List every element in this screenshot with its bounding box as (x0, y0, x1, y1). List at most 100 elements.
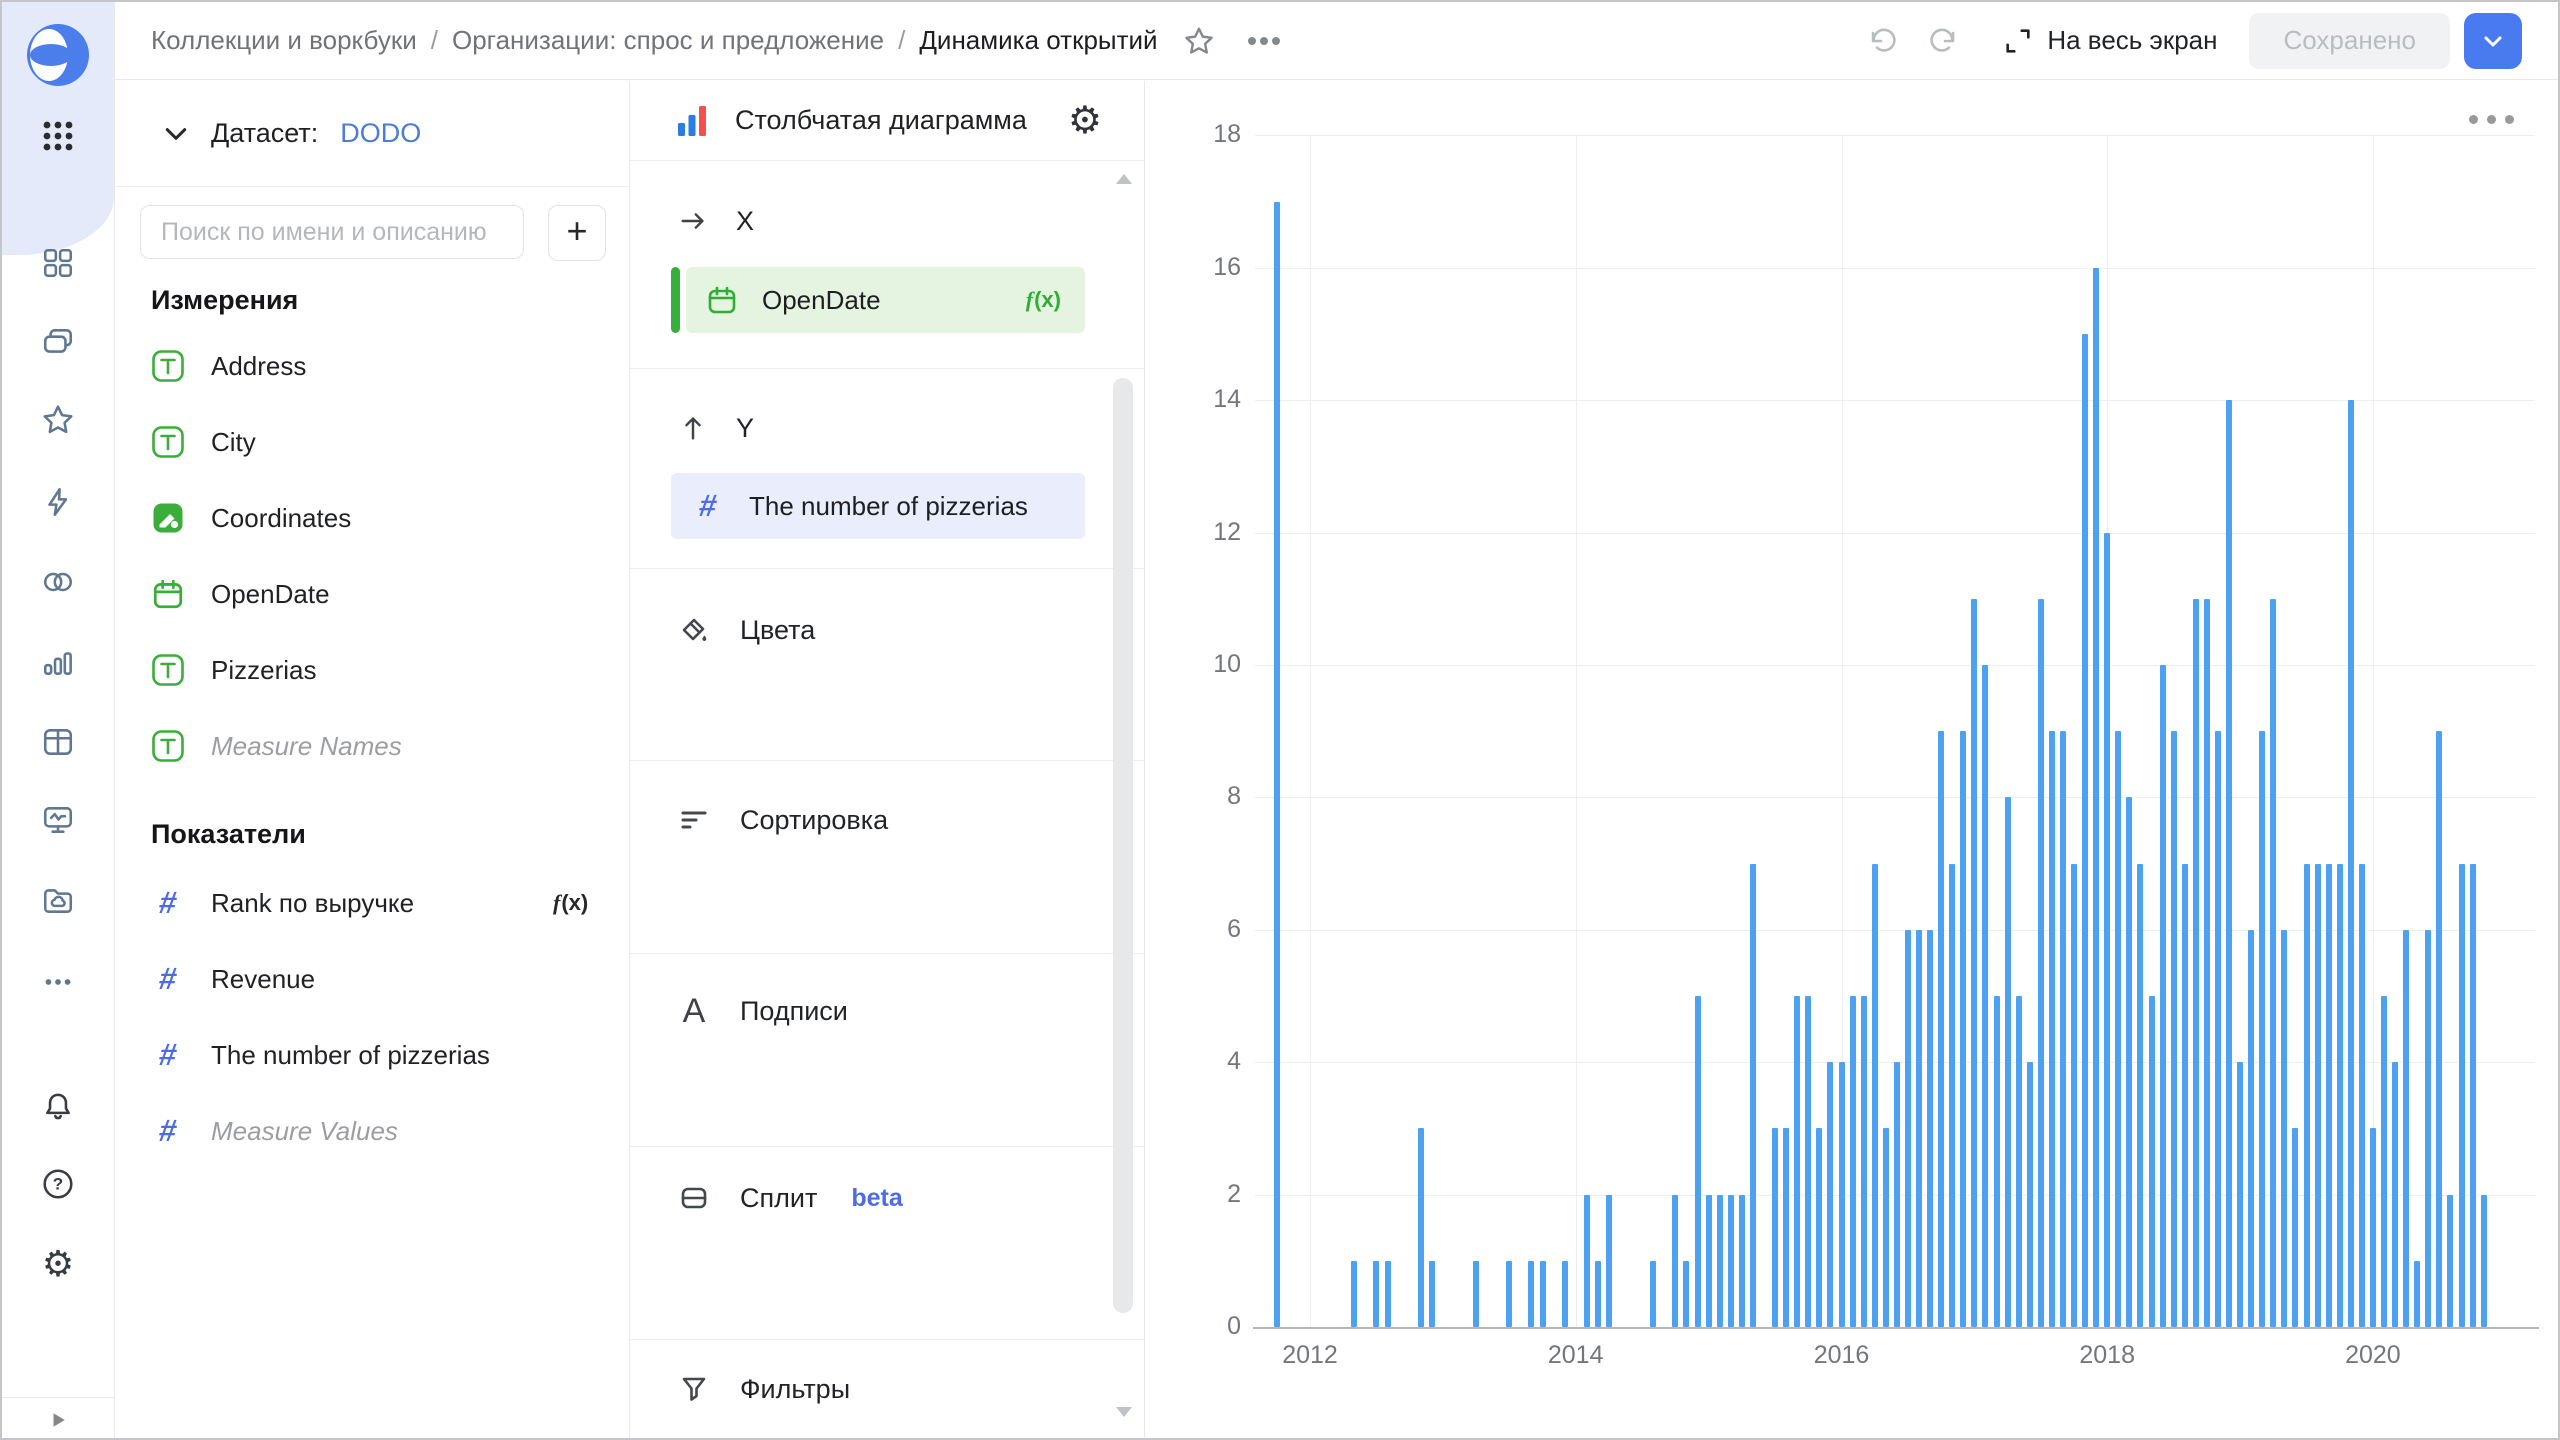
bar-2014-04[interactable] (1605, 1194, 1612, 1327)
undo-button[interactable] (1867, 25, 1899, 57)
bar-2012-05[interactable] (1351, 1260, 1358, 1327)
sidebar-item-venn[interactable] (2, 554, 114, 610)
bar-2020-11[interactable] (2480, 1194, 2487, 1327)
fullscreen-button[interactable]: На весь экран (2003, 25, 2217, 56)
bar-2017-04[interactable] (2004, 797, 2011, 1327)
bar-2019-01[interactable] (2237, 1062, 2243, 1327)
dimension-field-measure-names[interactable]: Measure Names (151, 708, 605, 784)
dataset-name-link[interactable]: DODO (340, 118, 422, 148)
bar-2015-12[interactable] (1827, 1062, 1834, 1327)
bar-2018-12[interactable] (2226, 400, 2232, 1327)
sidebar-item-bell[interactable] (2, 1078, 114, 1134)
chart-settings-button[interactable]: ⚙ (1068, 98, 1102, 143)
bar-2016-05[interactable] (1882, 1128, 1889, 1327)
bar-2017-07[interactable] (2037, 598, 2044, 1327)
bar-2017-05[interactable] (2015, 996, 2022, 1327)
measure-field-measure-values[interactable]: # Measure Values (151, 1093, 605, 1169)
bar-2019-08[interactable] (2314, 863, 2321, 1327)
bar-2015-01[interactable] (1705, 1194, 1712, 1327)
bar-2015-07[interactable] (1772, 1128, 1778, 1327)
bar-2018-03[interactable] (2126, 797, 2133, 1327)
bar-2012-07[interactable] (1373, 1260, 1380, 1327)
dimension-field-opendate[interactable]: OpenDate (151, 556, 605, 632)
measure-field-revenue[interactable]: # Revenue (151, 941, 605, 1017)
bar-2015-11[interactable] (1816, 1128, 1823, 1327)
bar-2019-07[interactable] (2303, 863, 2310, 1327)
bar-2020-09[interactable] (2458, 863, 2465, 1327)
bar-2012-11[interactable] (1417, 1128, 1424, 1327)
measure-field-rank-[interactable]: # Rank по выручке f(x) (151, 865, 605, 941)
bar-2016-10[interactable] (1938, 731, 1945, 1327)
bar-2016-02[interactable] (1849, 996, 1856, 1327)
bar-2018-09[interactable] (2192, 598, 2199, 1327)
bar-2016-06[interactable] (1893, 1062, 1900, 1327)
bar-2015-02[interactable] (1716, 1194, 1723, 1327)
bar-2020-10[interactable] (2469, 863, 2476, 1327)
bar-2020-04[interactable] (2403, 929, 2410, 1327)
datalens-logo[interactable] (2, 20, 114, 90)
bar-2013-09[interactable] (1528, 1260, 1535, 1327)
bar-2016-01[interactable] (1838, 1062, 1845, 1327)
bar-2015-09[interactable] (1794, 996, 1801, 1327)
section-sorting[interactable]: Сортировка (678, 792, 888, 848)
sidebar-item-bar-chart[interactable] (2, 634, 114, 690)
sidebar-item-folder[interactable] (2, 872, 114, 928)
bar-2012-12[interactable] (1428, 1260, 1435, 1327)
dimension-field-city[interactable]: City (151, 404, 605, 480)
bar-2019-04[interactable] (2270, 598, 2277, 1327)
bar-2018-01[interactable] (2104, 532, 2111, 1327)
sidebar-item-layers[interactable] (2, 314, 114, 370)
bar-2017-12[interactable] (2093, 267, 2100, 1327)
y-field-chip[interactable]: # The number of pizzerias (671, 473, 1085, 539)
bar-2016-11[interactable] (1949, 863, 1956, 1327)
bar-2013-04[interactable] (1473, 1260, 1480, 1327)
bar-2020-06[interactable] (2425, 929, 2432, 1327)
bar-2020-08[interactable] (2447, 1194, 2454, 1327)
bar-2015-05[interactable] (1749, 863, 1756, 1327)
bar-2016-12[interactable] (1960, 731, 1967, 1327)
bar-2019-10[interactable] (2336, 863, 2343, 1327)
bar-2014-11[interactable] (1683, 1260, 1690, 1327)
bar-2014-10[interactable] (1672, 1194, 1679, 1327)
bar-2019-02[interactable] (2248, 929, 2255, 1327)
favorite-star-button[interactable] (1182, 24, 1216, 58)
bar-2015-04[interactable] (1738, 1194, 1745, 1327)
sidebar-item-ellipsis[interactable] (2, 954, 114, 1010)
add-field-button[interactable]: + (548, 205, 606, 261)
breadcrumb-workbook[interactable]: Организации: спрос и предложение (451, 25, 885, 55)
section-filters[interactable]: Фильтры (678, 1361, 850, 1417)
bar-2014-03[interactable] (1594, 1260, 1601, 1327)
bar-2019-03[interactable] (2259, 731, 2266, 1327)
section-x[interactable]: X (678, 195, 754, 247)
x-field-chip[interactable]: OpenDate f(x) (671, 267, 1085, 333)
section-colors[interactable]: Цвета (678, 602, 815, 658)
bar-2014-12[interactable] (1694, 996, 1701, 1327)
bar-2016-09[interactable] (1927, 929, 1933, 1327)
bar-2014-02[interactable] (1583, 1194, 1590, 1327)
bar-2018-07[interactable] (2170, 731, 2177, 1327)
bar-2011-10[interactable] (1273, 201, 1280, 1327)
search-input[interactable] (140, 205, 524, 259)
bar-2018-08[interactable] (2181, 863, 2188, 1327)
sidebar-item-help[interactable]: ? (2, 1156, 114, 1212)
bar-2019-12[interactable] (2358, 863, 2365, 1327)
sidebar-item-table[interactable] (2, 714, 114, 770)
bar-2018-06[interactable] (2159, 665, 2166, 1327)
collapse-rail-button[interactable] (2, 1400, 114, 1438)
dimension-field-address[interactable]: Address (151, 328, 605, 404)
section-y[interactable]: Y (678, 402, 754, 454)
bar-2020-07[interactable] (2436, 731, 2443, 1327)
bar-2017-09[interactable] (2059, 731, 2066, 1327)
bar-2020-02[interactable] (2381, 996, 2387, 1327)
chart-context-menu-button[interactable] (2463, 109, 2520, 130)
bar-2019-09[interactable] (2325, 863, 2332, 1327)
sidebar-item-gear[interactable]: ⚙ (2, 1236, 114, 1292)
save-menu-button[interactable] (2464, 12, 2522, 69)
bar-2016-08[interactable] (1916, 929, 1922, 1327)
scroll-up-icon[interactable] (1116, 174, 1132, 184)
sidebar-item-grid[interactable] (2, 235, 114, 291)
bar-2018-02[interactable] (2115, 731, 2122, 1327)
bar-2020-05[interactable] (2414, 1260, 2421, 1327)
bar-2018-05[interactable] (2148, 996, 2155, 1327)
chip-drag-handle[interactable] (671, 267, 680, 333)
